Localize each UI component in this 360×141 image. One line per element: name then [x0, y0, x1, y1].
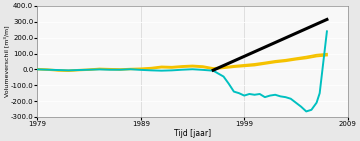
Y-axis label: Volumeverschil [m³/m]: Volumeverschil [m³/m] [4, 26, 9, 97]
X-axis label: Tijd [jaar]: Tijd [jaar] [174, 129, 211, 137]
